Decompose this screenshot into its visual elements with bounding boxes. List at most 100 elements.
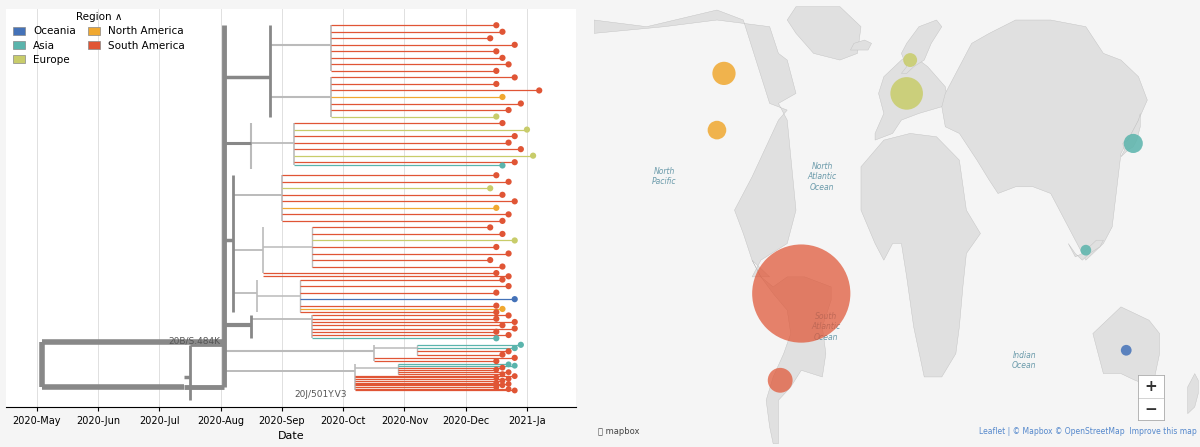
Point (499, 178, 518, 186)
Point (499, 369, 518, 376)
Point (505, 198, 524, 205)
Point (898, 90, 917, 97)
Point (499, 312, 518, 319)
Point (499, 361, 518, 368)
Point (493, 377, 512, 384)
Point (487, 204, 506, 211)
Text: 20J/501Y.V3: 20J/501Y.V3 (294, 390, 347, 399)
Polygon shape (1068, 240, 1103, 260)
Point (900, 56, 919, 63)
Point (487, 374, 506, 381)
Point (707, 127, 726, 134)
Point (487, 67, 506, 75)
Polygon shape (1121, 114, 1140, 157)
Point (529, 87, 548, 94)
Point (792, 290, 811, 297)
Point (493, 119, 512, 127)
Point (487, 379, 506, 386)
Point (487, 335, 506, 342)
Point (511, 146, 530, 153)
Point (493, 322, 512, 329)
Point (480, 257, 499, 264)
Text: Leaflet | © Mapbox © OpenStreetMap  Improve this map: Leaflet | © Mapbox © OpenStreetMap Impro… (979, 426, 1196, 436)
Polygon shape (875, 53, 949, 140)
Point (499, 61, 518, 68)
Point (487, 172, 506, 179)
Point (1123, 140, 1142, 147)
Point (487, 80, 506, 88)
Point (505, 345, 524, 352)
Point (505, 325, 524, 332)
Point (493, 217, 512, 224)
Point (493, 263, 512, 270)
Point (505, 41, 524, 48)
Point (499, 380, 518, 388)
Point (480, 224, 499, 231)
Point (493, 364, 512, 371)
Polygon shape (942, 20, 1147, 260)
Text: Indian
Ocean: Indian Ocean (1012, 350, 1037, 370)
Point (487, 384, 506, 391)
X-axis label: Date: Date (277, 431, 305, 441)
Point (487, 21, 506, 29)
Text: 20B/S.484K: 20B/S.484K (168, 337, 221, 346)
Point (493, 382, 512, 389)
Point (1076, 247, 1096, 254)
Text: Ⓜ mapbox: Ⓜ mapbox (598, 426, 640, 436)
Point (487, 302, 506, 309)
Point (499, 332, 518, 339)
Legend: Oceania, Asia, Europe, North America, South America: Oceania, Asia, Europe, North America, So… (11, 10, 187, 67)
Point (487, 113, 506, 120)
Point (493, 305, 512, 312)
Point (493, 93, 512, 101)
Point (505, 387, 524, 394)
Polygon shape (851, 40, 871, 50)
Point (511, 341, 530, 348)
Polygon shape (787, 7, 860, 60)
Point (505, 159, 524, 166)
Point (487, 308, 506, 316)
Point (499, 375, 518, 382)
Point (493, 230, 512, 237)
Point (505, 354, 524, 362)
Polygon shape (1093, 307, 1159, 387)
Point (499, 386, 518, 393)
Point (505, 372, 524, 380)
Point (499, 139, 518, 146)
Point (499, 273, 518, 280)
Point (505, 133, 524, 140)
Point (1117, 347, 1136, 354)
Point (499, 348, 518, 355)
Point (523, 152, 542, 159)
Point (487, 48, 506, 55)
Point (499, 211, 518, 218)
Text: +: + (1145, 379, 1157, 394)
Text: North
Atlantic
Ocean: North Atlantic Ocean (808, 162, 836, 192)
Point (487, 270, 506, 277)
Point (493, 28, 512, 35)
Point (480, 185, 499, 192)
Point (499, 106, 518, 114)
Point (480, 35, 499, 42)
Text: −: − (1145, 401, 1157, 417)
Polygon shape (594, 10, 796, 277)
Text: North
Pacific: North Pacific (652, 167, 677, 186)
Polygon shape (860, 134, 980, 377)
Text: South
Atlantic
Ocean: South Atlantic Ocean (811, 312, 840, 342)
Polygon shape (752, 260, 832, 444)
Point (505, 318, 524, 325)
Point (487, 244, 506, 251)
Point (505, 74, 524, 81)
Point (493, 54, 512, 61)
Point (714, 70, 733, 77)
Point (487, 358, 506, 365)
Polygon shape (901, 20, 942, 73)
Point (505, 237, 524, 244)
Point (511, 100, 530, 107)
Point (499, 283, 518, 290)
Polygon shape (1188, 374, 1199, 413)
Point (487, 289, 506, 296)
Point (517, 126, 536, 133)
Point (505, 295, 524, 303)
Point (493, 351, 512, 358)
